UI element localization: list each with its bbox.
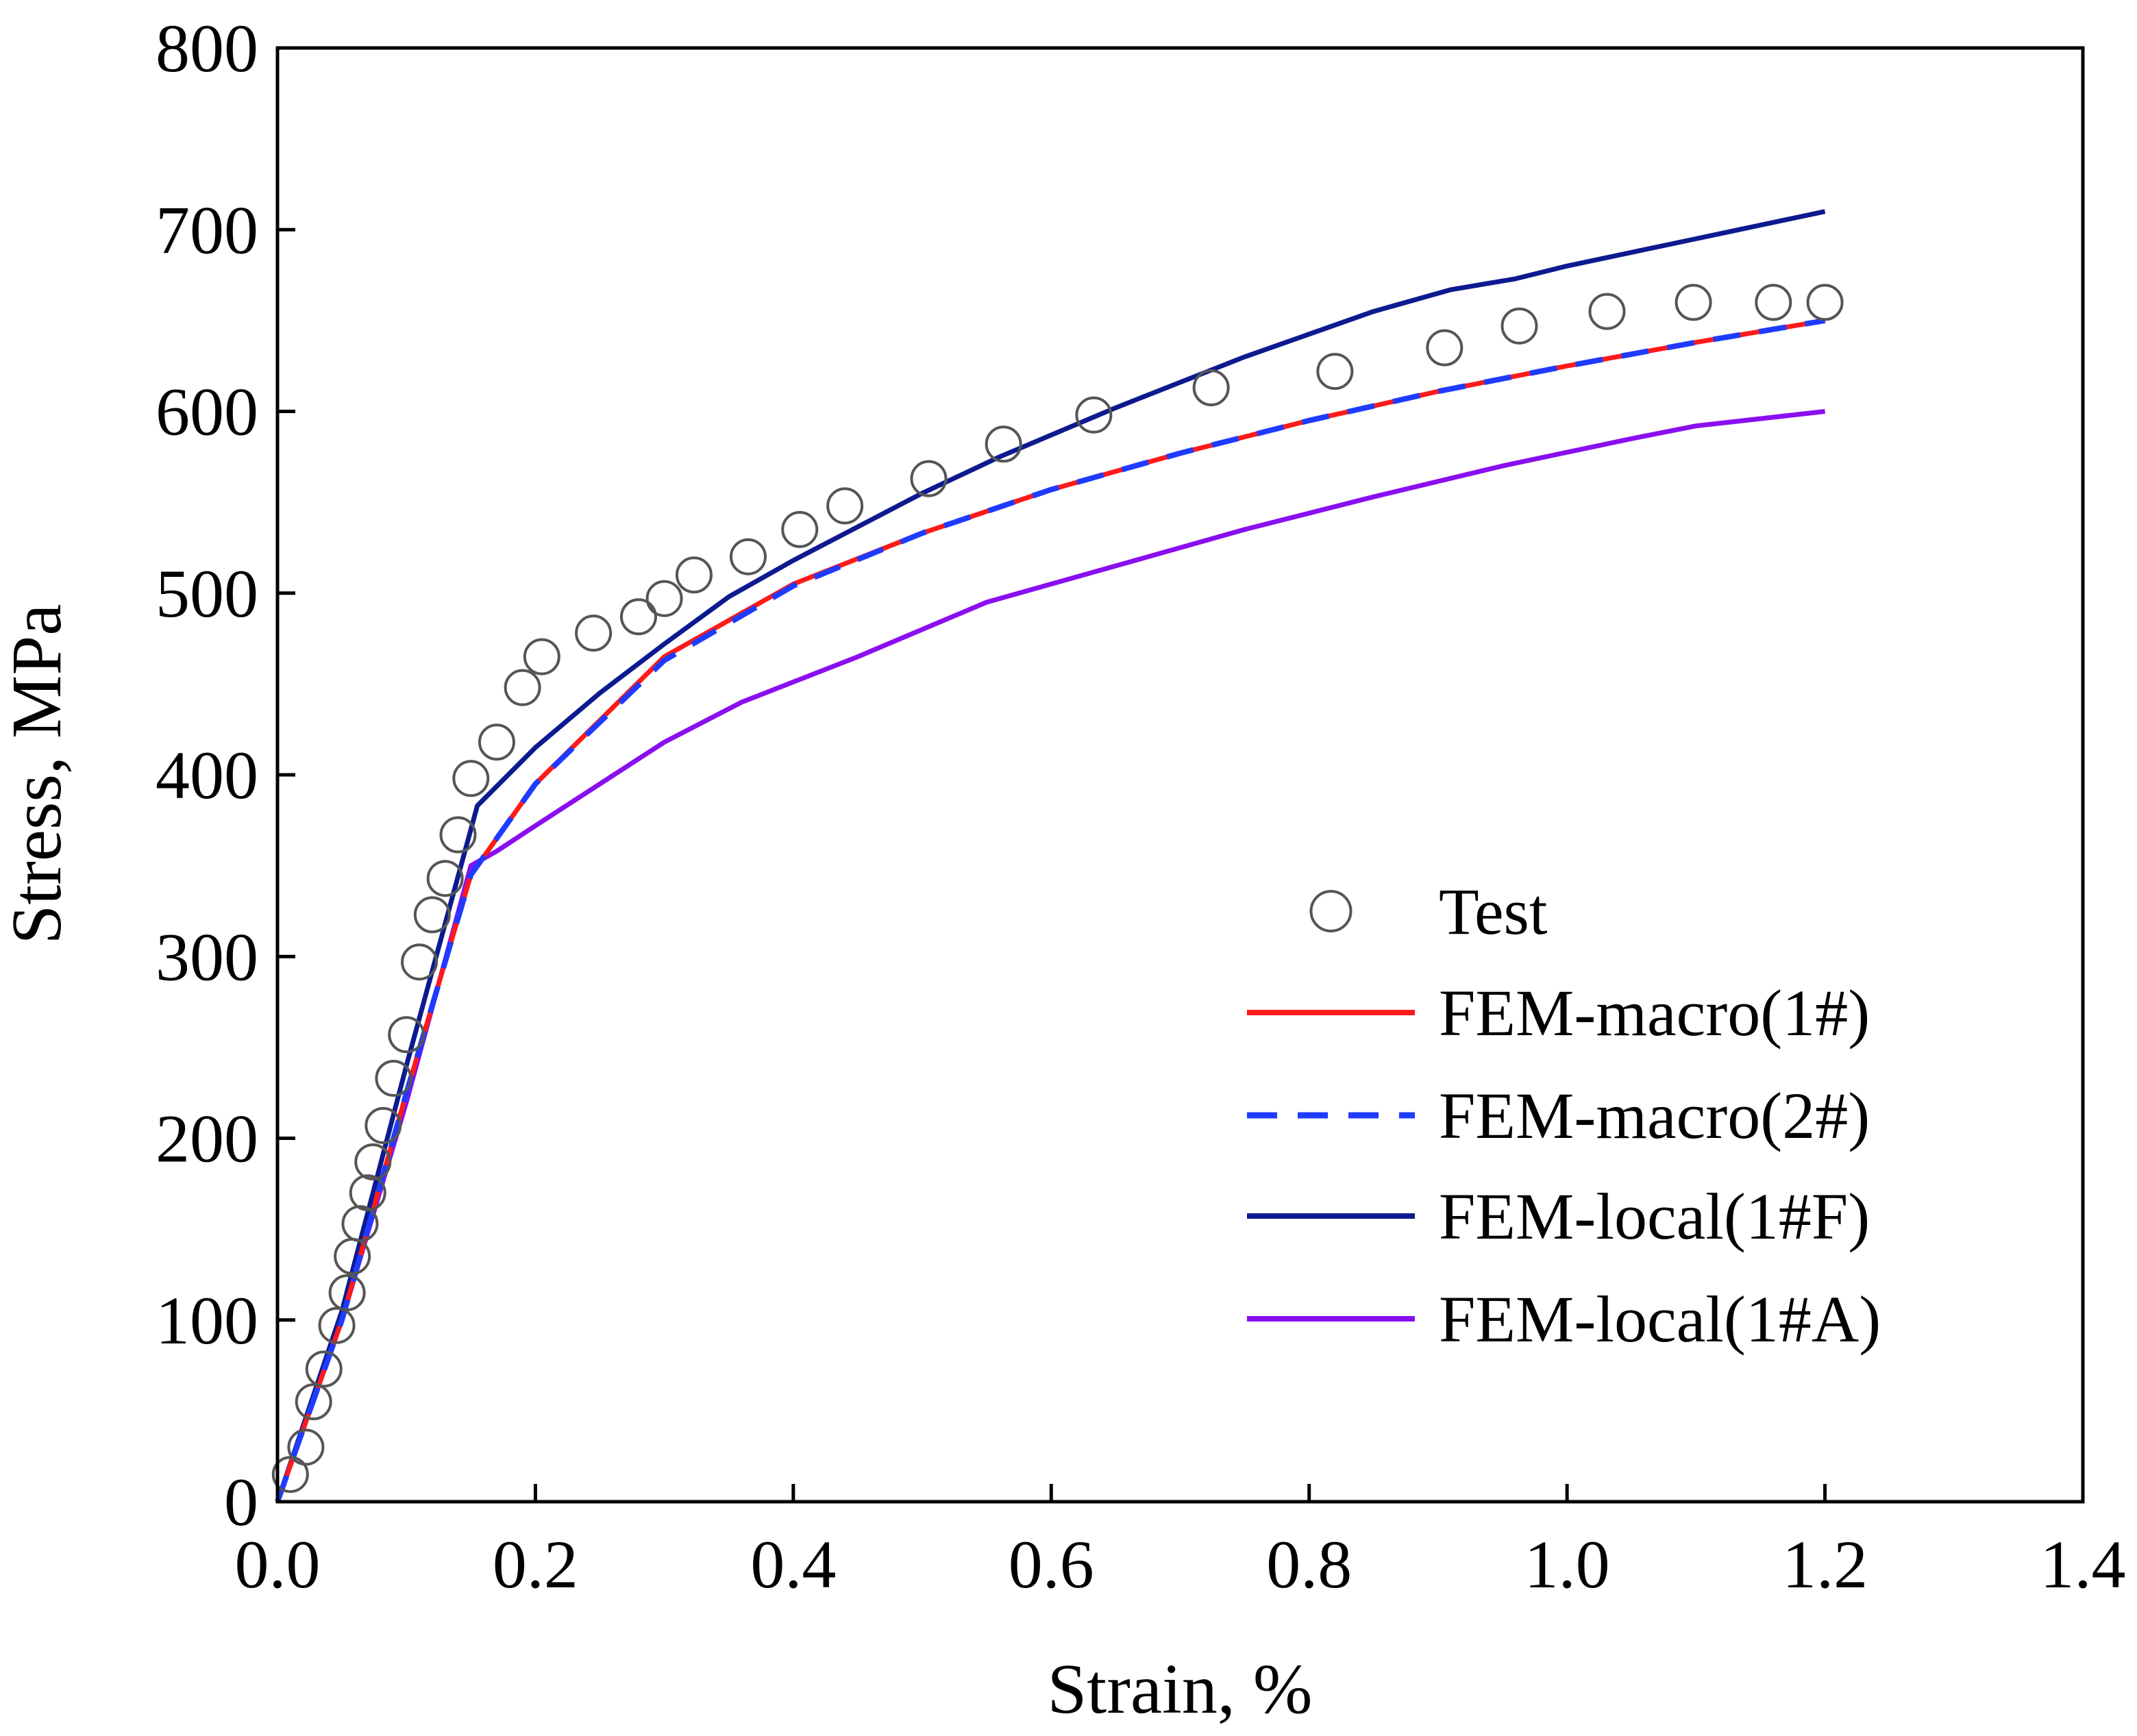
test-point [287,1428,325,1466]
test-point [375,1059,412,1097]
test-point [620,598,657,636]
series-layer [271,209,1844,1503]
test-point [1426,329,1463,367]
test-point [1075,396,1113,434]
x-axis-title: Strain, % [1047,1650,1312,1728]
legend-label-fem-macro-1: FEM-macro(1#) [1439,976,1870,1050]
y-tick-label: 800 [156,10,258,86]
test-point [675,556,713,594]
x-tick-label: 0.2 [493,1526,578,1602]
test-point [1500,307,1538,345]
test-point [401,943,438,981]
y-tick-label: 400 [156,737,258,813]
test-point [1192,369,1230,407]
test-point [305,1350,343,1388]
test-point [478,723,515,761]
legend-label-fem-local-1-a: FEM-local(1#A) [1439,1282,1881,1356]
series-test [271,284,1844,1493]
test-point [645,580,683,617]
test-point [729,538,767,575]
test-point [318,1306,356,1344]
test-point [1806,284,1844,321]
test-point [354,1143,392,1180]
test-point [328,1274,366,1311]
x-tick-label: 0.4 [750,1526,836,1602]
y-axis-title: Stress, MPa [0,604,76,945]
test-point [781,510,819,548]
x-tick-label: 0.0 [235,1526,321,1602]
legend-label-fem-macro-2: FEM-macro(2#) [1439,1079,1870,1152]
test-point [910,460,948,497]
test-point [1755,284,1792,321]
legend-marker-test [1309,890,1352,932]
y-tick-label: 200 [156,1101,258,1177]
test-point [985,425,1022,463]
x-tick-label: 0.6 [1009,1526,1094,1602]
test-point [452,760,490,797]
y-tick-label: 700 [156,192,258,268]
x-tick-label: 1.2 [1782,1526,1868,1602]
y-tick-label: 500 [156,556,258,632]
test-point [341,1205,379,1243]
y-tick-label: 300 [156,919,258,995]
x-tick-label: 1.4 [2040,1526,2126,1602]
x-tick-label: 0.8 [1266,1526,1352,1602]
y-tick-label: 0 [224,1464,258,1540]
test-point [365,1106,402,1144]
legend-label-test: Test [1439,875,1548,948]
series-line-fem-macro-2 [275,317,1826,1503]
test-point [504,669,541,706]
test-point [413,896,451,934]
y-tick-label: 600 [156,374,258,450]
test-point [1588,293,1626,330]
legend-label-fem-local-1-f: FEM-local(1#F) [1439,1180,1870,1253]
test-point [575,615,613,652]
test-point [388,1016,425,1054]
test-point [523,638,560,675]
test-point [1316,353,1354,390]
axes-layer: 0.0 0.2 0.4 0.6 0.8 1.0 1.2 1.4 0 100 200 300 400 500… [156,10,2126,1602]
legend: Test FEM-macro(1#) FEM-macro(2#) FEM-local(… [1247,875,1881,1356]
y-tick-label: 100 [156,1282,258,1359]
test-point [439,816,477,854]
test-point [826,487,864,525]
x-tick-label: 1.0 [1524,1526,1610,1602]
test-point [349,1174,386,1212]
test-point [1675,284,1712,321]
test-point [426,860,464,897]
test-point [295,1383,332,1421]
